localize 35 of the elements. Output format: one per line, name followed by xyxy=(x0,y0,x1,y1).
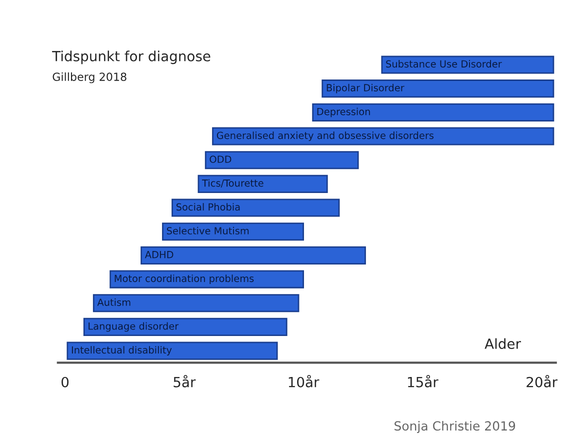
y-tick-label: Autism xyxy=(97,298,130,306)
bar xyxy=(83,318,288,336)
text: Gillberg 2018 xyxy=(52,72,126,84)
y-tick-label: Selective Mutism xyxy=(166,226,249,234)
bar xyxy=(198,174,328,193)
x-tick-label: 10år xyxy=(288,374,320,388)
bar xyxy=(312,103,554,122)
x-tick-label: 5år xyxy=(174,374,196,388)
y-tick-label: Motor coordination problems xyxy=(114,274,254,284)
bar xyxy=(162,222,304,241)
y-tick-label: Substance Use Disorder xyxy=(386,60,502,68)
y-tick-label: Bipolar Disorder xyxy=(326,84,404,94)
x-tick-label: 20år xyxy=(526,374,558,388)
bar xyxy=(110,270,304,288)
bar xyxy=(212,127,554,146)
y-tick-label: Depression xyxy=(317,108,370,118)
text: Sonja Christie 2019 xyxy=(394,420,516,434)
y-tick-label: Social Phobia xyxy=(176,203,240,211)
y-tick-label: Tics/Tourette xyxy=(202,179,264,188)
bar xyxy=(322,80,554,98)
x-axis-title: Alder xyxy=(484,338,521,350)
y-tick-label: Intellectual disability xyxy=(72,346,172,356)
bar xyxy=(172,198,340,217)
bar xyxy=(92,294,300,312)
bar xyxy=(140,246,366,264)
bar xyxy=(66,342,278,360)
x-tick-label: 15år xyxy=(408,374,438,388)
x-tick-label: 0 xyxy=(62,376,69,388)
bar xyxy=(381,56,554,74)
y-tick-label: Generalised anxiety and obsessive disorders xyxy=(216,132,434,141)
y-tick-label: ADHD xyxy=(144,251,174,258)
chart-title: Tidspunkt for diagnose xyxy=(52,50,210,64)
bar xyxy=(204,151,359,170)
y-tick-label: ODD xyxy=(210,156,232,163)
y-tick-label: Language disorder xyxy=(88,322,179,332)
